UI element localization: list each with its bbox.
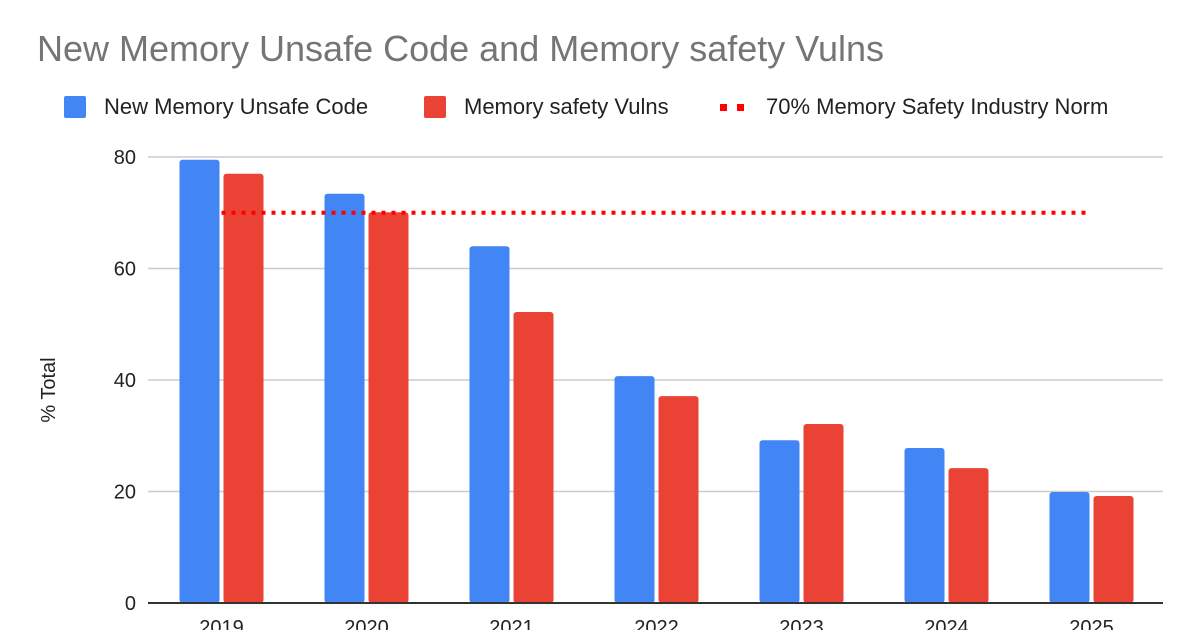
- bars: [179, 159, 1134, 604]
- gridlines: [148, 156, 1163, 493]
- legend-dotted-swatch: [720, 103, 744, 111]
- bar-memory-safety-vulns-2025: [1093, 495, 1134, 603]
- bar-new-memory-unsafe-code-2019: [179, 159, 220, 603]
- bar-new-memory-unsafe-code-2023: [759, 440, 800, 603]
- y-tick-label: 0: [125, 593, 136, 615]
- bar-new-memory-unsafe-code-2022: [614, 376, 655, 603]
- legend: New Memory Unsafe Code Memory safety Vul…: [0, 92, 1200, 122]
- y-tick-label: 80: [114, 147, 136, 169]
- bar-memory-safety-vulns-2021: [513, 311, 554, 603]
- legend-swatch-blue: [64, 96, 86, 118]
- bar-memory-safety-vulns-2024: [948, 468, 989, 603]
- x-tick-label: 2023: [779, 617, 824, 630]
- x-tick-label: 2021: [489, 617, 534, 630]
- x-axis-ticks: 2019 2020 2021 2022 2023 2024 2025: [199, 617, 1114, 630]
- y-axis-label: % Total: [38, 357, 60, 422]
- y-tick-label: 20: [114, 482, 136, 504]
- y-tick-label: 60: [114, 259, 136, 281]
- bar-new-memory-unsafe-code-2024: [904, 448, 945, 603]
- bar-new-memory-unsafe-code-2021: [469, 246, 510, 603]
- legend-label: Memory safety Vulns: [464, 94, 669, 119]
- y-axis-ticks: 0 20 40 60 80: [114, 147, 136, 615]
- legend-label: 70% Memory Safety Industry Norm: [766, 94, 1109, 119]
- legend-item-memory-safety-vulns: Memory safety Vulns: [424, 92, 669, 122]
- legend-label: New Memory Unsafe Code: [104, 94, 369, 119]
- bar-memory-safety-vulns-2020: [368, 212, 409, 603]
- bar-new-memory-unsafe-code-2025: [1049, 492, 1090, 603]
- x-tick-label: 2020: [344, 617, 389, 630]
- legend-swatch-red: [424, 96, 446, 118]
- y-tick-label: 40: [114, 370, 136, 392]
- x-tick-label: 2024: [924, 617, 969, 630]
- bar-memory-safety-vulns-2022: [658, 396, 699, 603]
- x-tick-label: 2022: [634, 617, 679, 630]
- bar-new-memory-unsafe-code-2020: [324, 193, 365, 604]
- x-tick-label: 2019: [199, 617, 244, 630]
- legend-item-reference-line: 70% Memory Safety Industry Norm: [720, 92, 1108, 122]
- chart-title: New Memory Unsafe Code and Memory safety…: [37, 28, 885, 69]
- bar-memory-safety-vulns-2023: [803, 424, 844, 603]
- bar-memory-safety-vulns-2019: [223, 173, 264, 603]
- legend-item-new-memory-unsafe-code: New Memory Unsafe Code: [64, 92, 368, 122]
- x-tick-label: 2025: [1069, 617, 1114, 630]
